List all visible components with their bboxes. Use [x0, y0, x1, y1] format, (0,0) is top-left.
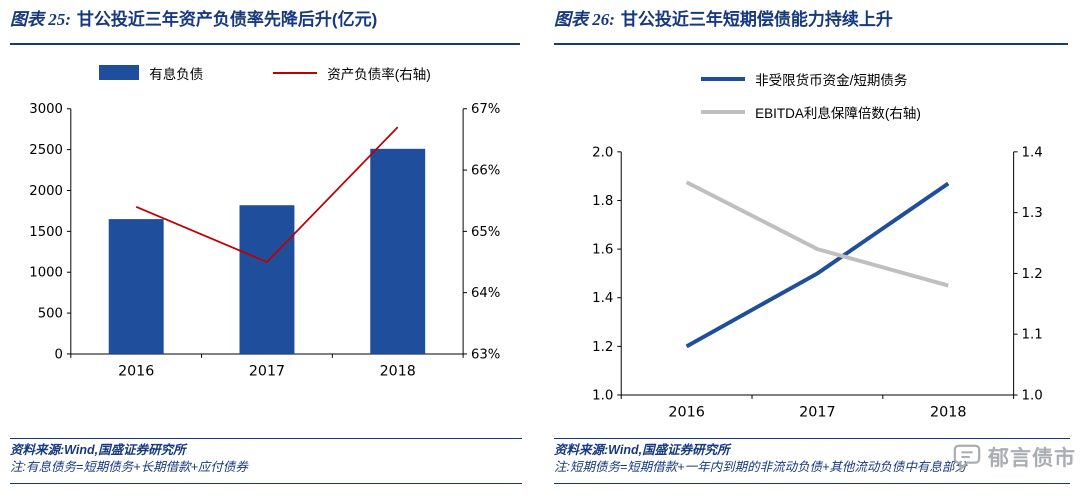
- watermark-text: 郁言债市: [988, 447, 1076, 470]
- svg-text:2017: 2017: [249, 363, 285, 379]
- svg-text:2500: 2500: [29, 143, 63, 158]
- chart-title-text: 甘公投近三年资产负债率先降后升(亿元): [76, 10, 378, 29]
- svg-text:66%: 66%: [471, 163, 500, 178]
- svg-text:1000: 1000: [29, 265, 63, 280]
- svg-text:65%: 65%: [471, 224, 500, 239]
- title-divider: [10, 42, 520, 45]
- chart-title: 图表 26: 甘公投近三年短期偿债能力持续上升: [554, 8, 1068, 33]
- line-swatch: [701, 109, 746, 114]
- svg-text:2017: 2017: [799, 404, 835, 420]
- watermark: 郁言债市: [952, 442, 1076, 472]
- svg-text:2018: 2018: [380, 363, 416, 379]
- legend: 非受限货币资金/短期债务 EBITDA利息保障倍数(右轴): [701, 69, 921, 122]
- svg-text:2018: 2018: [930, 404, 966, 420]
- chart-panel-left: 图表 25: 甘公投近三年资产负债率先降后升(亿元) 有息负债 资产负债率(右轴)…: [10, 8, 522, 484]
- bar-line-chart: 3000 2500 2000 1500 1000 500 0 67% 66% 65% 64% 63% 2…: [29, 102, 500, 379]
- legend-item-cash-ratio: 非受限货币资金/短期债务: [701, 69, 907, 89]
- line-swatch: [273, 71, 318, 74]
- legend-item-ebitda: EBITDA利息保障倍数(右轴): [701, 102, 921, 122]
- chart-title-text: 甘公投近三年短期偿债能力持续上升: [620, 10, 893, 29]
- chart-panel-right: 图表 26: 甘公投近三年短期偿债能力持续上升 非受限货币资金/短期债务 EBIT…: [540, 0, 1080, 502]
- svg-text:3000: 3000: [29, 102, 63, 117]
- note-text: 注:有息债务=短期债务+长期借款+应付债券: [10, 460, 248, 474]
- svg-text:1.2: 1.2: [1022, 267, 1043, 282]
- svg-text:2016: 2016: [668, 404, 704, 420]
- svg-text:1.4: 1.4: [1022, 145, 1043, 160]
- svg-text:1.4: 1.4: [592, 291, 613, 306]
- chart-footer: 资料来源:Wind,国盛证券研究所 注:短期债务=短期借款+一年内到期的非流动负…: [554, 438, 1070, 484]
- legend-label: 非受限货币资金/短期债务: [755, 72, 908, 88]
- source-text: 资料来源:Wind,国盛证券研究所: [554, 443, 730, 457]
- chart-number-label: 图表 26:: [554, 10, 615, 29]
- note-text: 注:短期债务=短期借款+一年内到期的非流动负债+其他流动负债中有息部分: [554, 460, 967, 474]
- svg-text:2000: 2000: [29, 184, 63, 199]
- bar-swatch: [99, 65, 140, 81]
- chart-number-label: 图表 25:: [10, 10, 71, 29]
- svg-text:2.0: 2.0: [592, 145, 613, 160]
- source-text: 资料来源:Wind,国盛证券研究所: [10, 443, 186, 457]
- legend-label: 资产负债率(右轴): [327, 66, 431, 82]
- svg-text:1.8: 1.8: [592, 194, 613, 209]
- svg-text:1.2: 1.2: [592, 339, 613, 354]
- svg-text:64%: 64%: [471, 286, 500, 301]
- legend: 有息负债 资产负债率(右轴): [10, 63, 520, 83]
- legend-item-ratio: 资产负债率(右轴): [273, 63, 431, 83]
- svg-text:1.3: 1.3: [1022, 206, 1043, 221]
- title-divider: [554, 42, 1068, 45]
- chart-title: 图表 25: 甘公投近三年资产负债率先降后升(亿元): [10, 8, 520, 33]
- legend-label: EBITDA利息保障倍数(右轴): [755, 105, 921, 121]
- svg-text:500: 500: [38, 306, 63, 321]
- line-chart: 2.0 1.8 1.6 1.4 1.2 1.0 1.4 1.3 1.2 1.1 1.0 2016 201…: [592, 145, 1043, 420]
- legend-label: 有息负债: [149, 66, 204, 82]
- line-swatch: [701, 76, 746, 81]
- brand-logo-icon: [953, 444, 981, 472]
- svg-text:67%: 67%: [471, 102, 500, 117]
- svg-text:1.1: 1.1: [1022, 327, 1043, 342]
- svg-text:0: 0: [55, 347, 63, 362]
- svg-text:63%: 63%: [471, 347, 500, 362]
- svg-text:1500: 1500: [29, 224, 63, 239]
- svg-text:1.0: 1.0: [1022, 388, 1043, 403]
- legend-item-bonds: 有息负债: [99, 63, 203, 83]
- svg-text:1.0: 1.0: [592, 388, 613, 403]
- svg-text:1.6: 1.6: [592, 242, 613, 257]
- svg-text:2016: 2016: [118, 363, 154, 379]
- chart-footer: 资料来源:Wind,国盛证券研究所 注:有息债务=短期债务+长期借款+应付债券: [10, 438, 522, 484]
